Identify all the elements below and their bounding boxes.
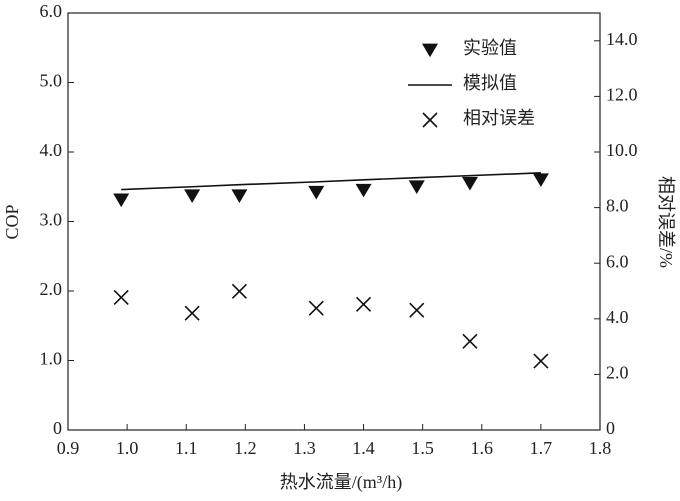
cross-marker: [409, 302, 425, 318]
y-tick-label: 0: [53, 418, 62, 438]
legend-label: 实验值: [463, 38, 517, 58]
x-tick-label: 1.3: [293, 438, 316, 458]
y2-tick-label: 6.0: [606, 251, 629, 271]
y-axis-label: COP: [2, 204, 22, 239]
cross-marker: [308, 300, 324, 316]
y-tick-label: 3.0: [40, 210, 63, 230]
legend-marker: [422, 112, 438, 128]
x-tick-label: 1.2: [234, 438, 257, 458]
x-tick-label: 0.9: [57, 438, 80, 458]
y-tick-label: 6.0: [40, 1, 63, 21]
x-axis-label: 热水流量/(m³/h): [280, 472, 402, 493]
triangle-marker: [408, 180, 425, 194]
x-tick-label: 1.0: [116, 438, 139, 458]
y2-tick-label: 2.0: [606, 363, 629, 383]
triangle-marker: [461, 176, 478, 191]
cross-marker: [113, 289, 129, 305]
cross-marker: [533, 353, 549, 369]
y-tick-label: 1.0: [40, 349, 63, 369]
cross-marker: [231, 283, 247, 299]
legend-label: 模拟值: [463, 73, 517, 93]
x-tick-label: 1.7: [530, 438, 553, 458]
cross-marker: [184, 305, 200, 321]
y2-tick-label: 14.0: [606, 29, 638, 49]
triangle-marker: [231, 189, 248, 203]
line-series: [121, 172, 541, 191]
y2-tick-label: 12.0: [606, 85, 638, 105]
x-tick-label: 1.6: [471, 438, 494, 458]
plot-frame: [67, 12, 601, 431]
triangle-marker: [355, 183, 372, 198]
triangle-marker: [308, 185, 325, 200]
triangle-marker: [113, 193, 130, 208]
y2-tick-label: 10.0: [606, 140, 638, 160]
y-tick-label: 4.0: [40, 140, 63, 160]
y2-tick-label: 0: [606, 418, 615, 438]
legend-marker: [422, 43, 438, 58]
cross-marker: [355, 296, 372, 312]
y2-axis-label: 相对误差/%: [656, 176, 676, 268]
x-tick-label: 1.1: [175, 438, 198, 458]
y-tick-label: 5.0: [40, 71, 63, 91]
y2-tick-label: 4.0: [606, 307, 629, 327]
x-tick-label: 1.8: [589, 438, 612, 458]
cross-marker: [462, 333, 478, 349]
x-tick-label: 1.5: [411, 438, 434, 458]
legend-label: 相对误差: [463, 108, 535, 128]
y-tick-label: 2.0: [40, 279, 63, 299]
triangle-marker: [184, 189, 201, 203]
triangle-marker: [532, 173, 549, 187]
x-tick-label: 1.4: [352, 438, 375, 458]
y2-tick-label: 8.0: [606, 196, 629, 216]
